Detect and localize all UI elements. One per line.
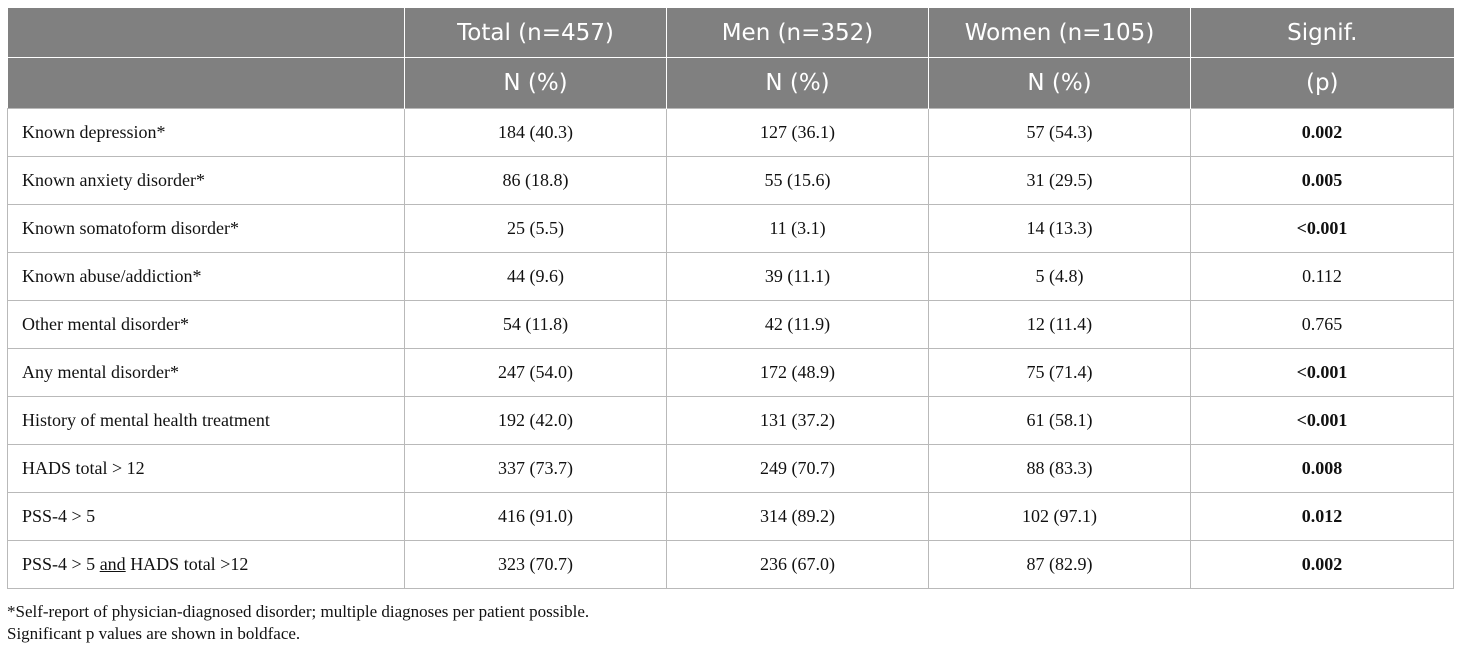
cell-women: 102 (97.1)	[928, 492, 1191, 541]
header-signif: Signif.	[1190, 8, 1454, 58]
mental-health-table: Total (n=457) Men (n=352) Women (n=105) …	[7, 8, 1454, 589]
cell-p-value: 0.008	[1190, 444, 1454, 493]
cell-men: 55 (15.6)	[666, 156, 929, 205]
table-row: History of mental health treatment 192 (…	[7, 396, 1454, 445]
table-footnotes: *Self-report of physician-diagnosed diso…	[7, 601, 589, 645]
cell-total: 44 (9.6)	[404, 252, 667, 301]
cell-women: 14 (13.3)	[928, 204, 1191, 253]
header-row-bottom: N (%) N (%) N (%) (p)	[7, 57, 1454, 109]
row-label: Other mental disorder*	[7, 300, 405, 349]
row-label: Known somatoform disorder*	[7, 204, 405, 253]
header-men: Men (n=352)	[666, 8, 929, 58]
cell-p-value: 0.765	[1190, 300, 1454, 349]
table-row: PSS-4 > 5 416 (91.0) 314 (89.2) 102 (97.…	[7, 492, 1454, 541]
cell-total: 86 (18.8)	[404, 156, 667, 205]
cell-p-value: 0.005	[1190, 156, 1454, 205]
cell-men: 39 (11.1)	[666, 252, 929, 301]
cell-men: 172 (48.9)	[666, 348, 929, 397]
table-header: Total (n=457) Men (n=352) Women (n=105) …	[7, 8, 1454, 109]
cell-women: 57 (54.3)	[928, 108, 1191, 157]
cell-women: 31 (29.5)	[928, 156, 1191, 205]
cell-women: 88 (83.3)	[928, 444, 1191, 493]
table-row: PSS-4 > 5 and HADS total >12 323 (70.7) …	[7, 540, 1454, 589]
cell-p-value: 0.002	[1190, 108, 1454, 157]
header-row-top: Total (n=457) Men (n=352) Women (n=105) …	[7, 8, 1454, 58]
header-total: Total (n=457)	[404, 8, 667, 58]
row-label: Any mental disorder*	[7, 348, 405, 397]
header-signif-unit: (p)	[1190, 57, 1454, 109]
cell-women: 5 (4.8)	[928, 252, 1191, 301]
cell-men: 249 (70.7)	[666, 444, 929, 493]
cell-men: 236 (67.0)	[666, 540, 929, 589]
cell-total: 54 (11.8)	[404, 300, 667, 349]
row-label: Known anxiety disorder*	[7, 156, 405, 205]
table-row: Known depression* 184 (40.3) 127 (36.1) …	[7, 108, 1454, 157]
cell-p-value: 0.002	[1190, 540, 1454, 589]
results-table-container: Total (n=457) Men (n=352) Women (n=105) …	[7, 8, 1454, 589]
row-label-underlined-and: and	[99, 554, 126, 574]
cell-women: 75 (71.4)	[928, 348, 1191, 397]
header-women: Women (n=105)	[928, 8, 1191, 58]
table-body: Known depression* 184 (40.3) 127 (36.1) …	[7, 108, 1454, 589]
cell-men: 131 (37.2)	[666, 396, 929, 445]
cell-p-value: 0.012	[1190, 492, 1454, 541]
cell-total: 192 (42.0)	[404, 396, 667, 445]
table-row: Known abuse/addiction* 44 (9.6) 39 (11.1…	[7, 252, 1454, 301]
footnote-self-report: *Self-report of physician-diagnosed diso…	[7, 602, 590, 621]
row-label-part: HADS total >12	[125, 554, 249, 574]
table-row: Known somatoform disorder* 25 (5.5) 11 (…	[7, 204, 1454, 253]
row-label: History of mental health treatment	[7, 396, 405, 445]
cell-p-value: 0.112	[1190, 252, 1454, 301]
cell-women: 61 (58.1)	[928, 396, 1191, 445]
cell-women: 87 (82.9)	[928, 540, 1191, 589]
cell-men: 42 (11.9)	[666, 300, 929, 349]
row-label-part: PSS-4 > 5	[22, 554, 100, 574]
cell-p-value: <0.001	[1190, 204, 1454, 253]
header-total-unit: N (%)	[404, 57, 667, 109]
row-label: HADS total > 12	[7, 444, 405, 493]
cell-total: 184 (40.3)	[404, 108, 667, 157]
cell-men: 314 (89.2)	[666, 492, 929, 541]
cell-women: 12 (11.4)	[928, 300, 1191, 349]
cell-men: 127 (36.1)	[666, 108, 929, 157]
row-label: Known depression*	[7, 108, 405, 157]
cell-men: 11 (3.1)	[666, 204, 929, 253]
table-row: Any mental disorder* 247 (54.0) 172 (48.…	[7, 348, 1454, 397]
cell-total: 416 (91.0)	[404, 492, 667, 541]
cell-p-value: <0.001	[1190, 396, 1454, 445]
header-men-unit: N (%)	[666, 57, 929, 109]
footnote-significance: Significant p values are shown in boldfa…	[7, 624, 301, 643]
row-label: PSS-4 > 5 and HADS total >12	[7, 540, 405, 589]
row-label: Known abuse/addiction*	[7, 252, 405, 301]
cell-total: 337 (73.7)	[404, 444, 667, 493]
row-label: PSS-4 > 5	[7, 492, 405, 541]
table-row: Known anxiety disorder* 86 (18.8) 55 (15…	[7, 156, 1454, 205]
cell-total: 323 (70.7)	[404, 540, 667, 589]
cell-p-value: <0.001	[1190, 348, 1454, 397]
table-row: HADS total > 12 337 (73.7) 249 (70.7) 88…	[7, 444, 1454, 493]
header-blank-top	[7, 8, 405, 58]
header-women-unit: N (%)	[928, 57, 1191, 109]
cell-total: 25 (5.5)	[404, 204, 667, 253]
header-blank-bottom	[7, 57, 405, 109]
table-row: Other mental disorder* 54 (11.8) 42 (11.…	[7, 300, 1454, 349]
cell-total: 247 (54.0)	[404, 348, 667, 397]
